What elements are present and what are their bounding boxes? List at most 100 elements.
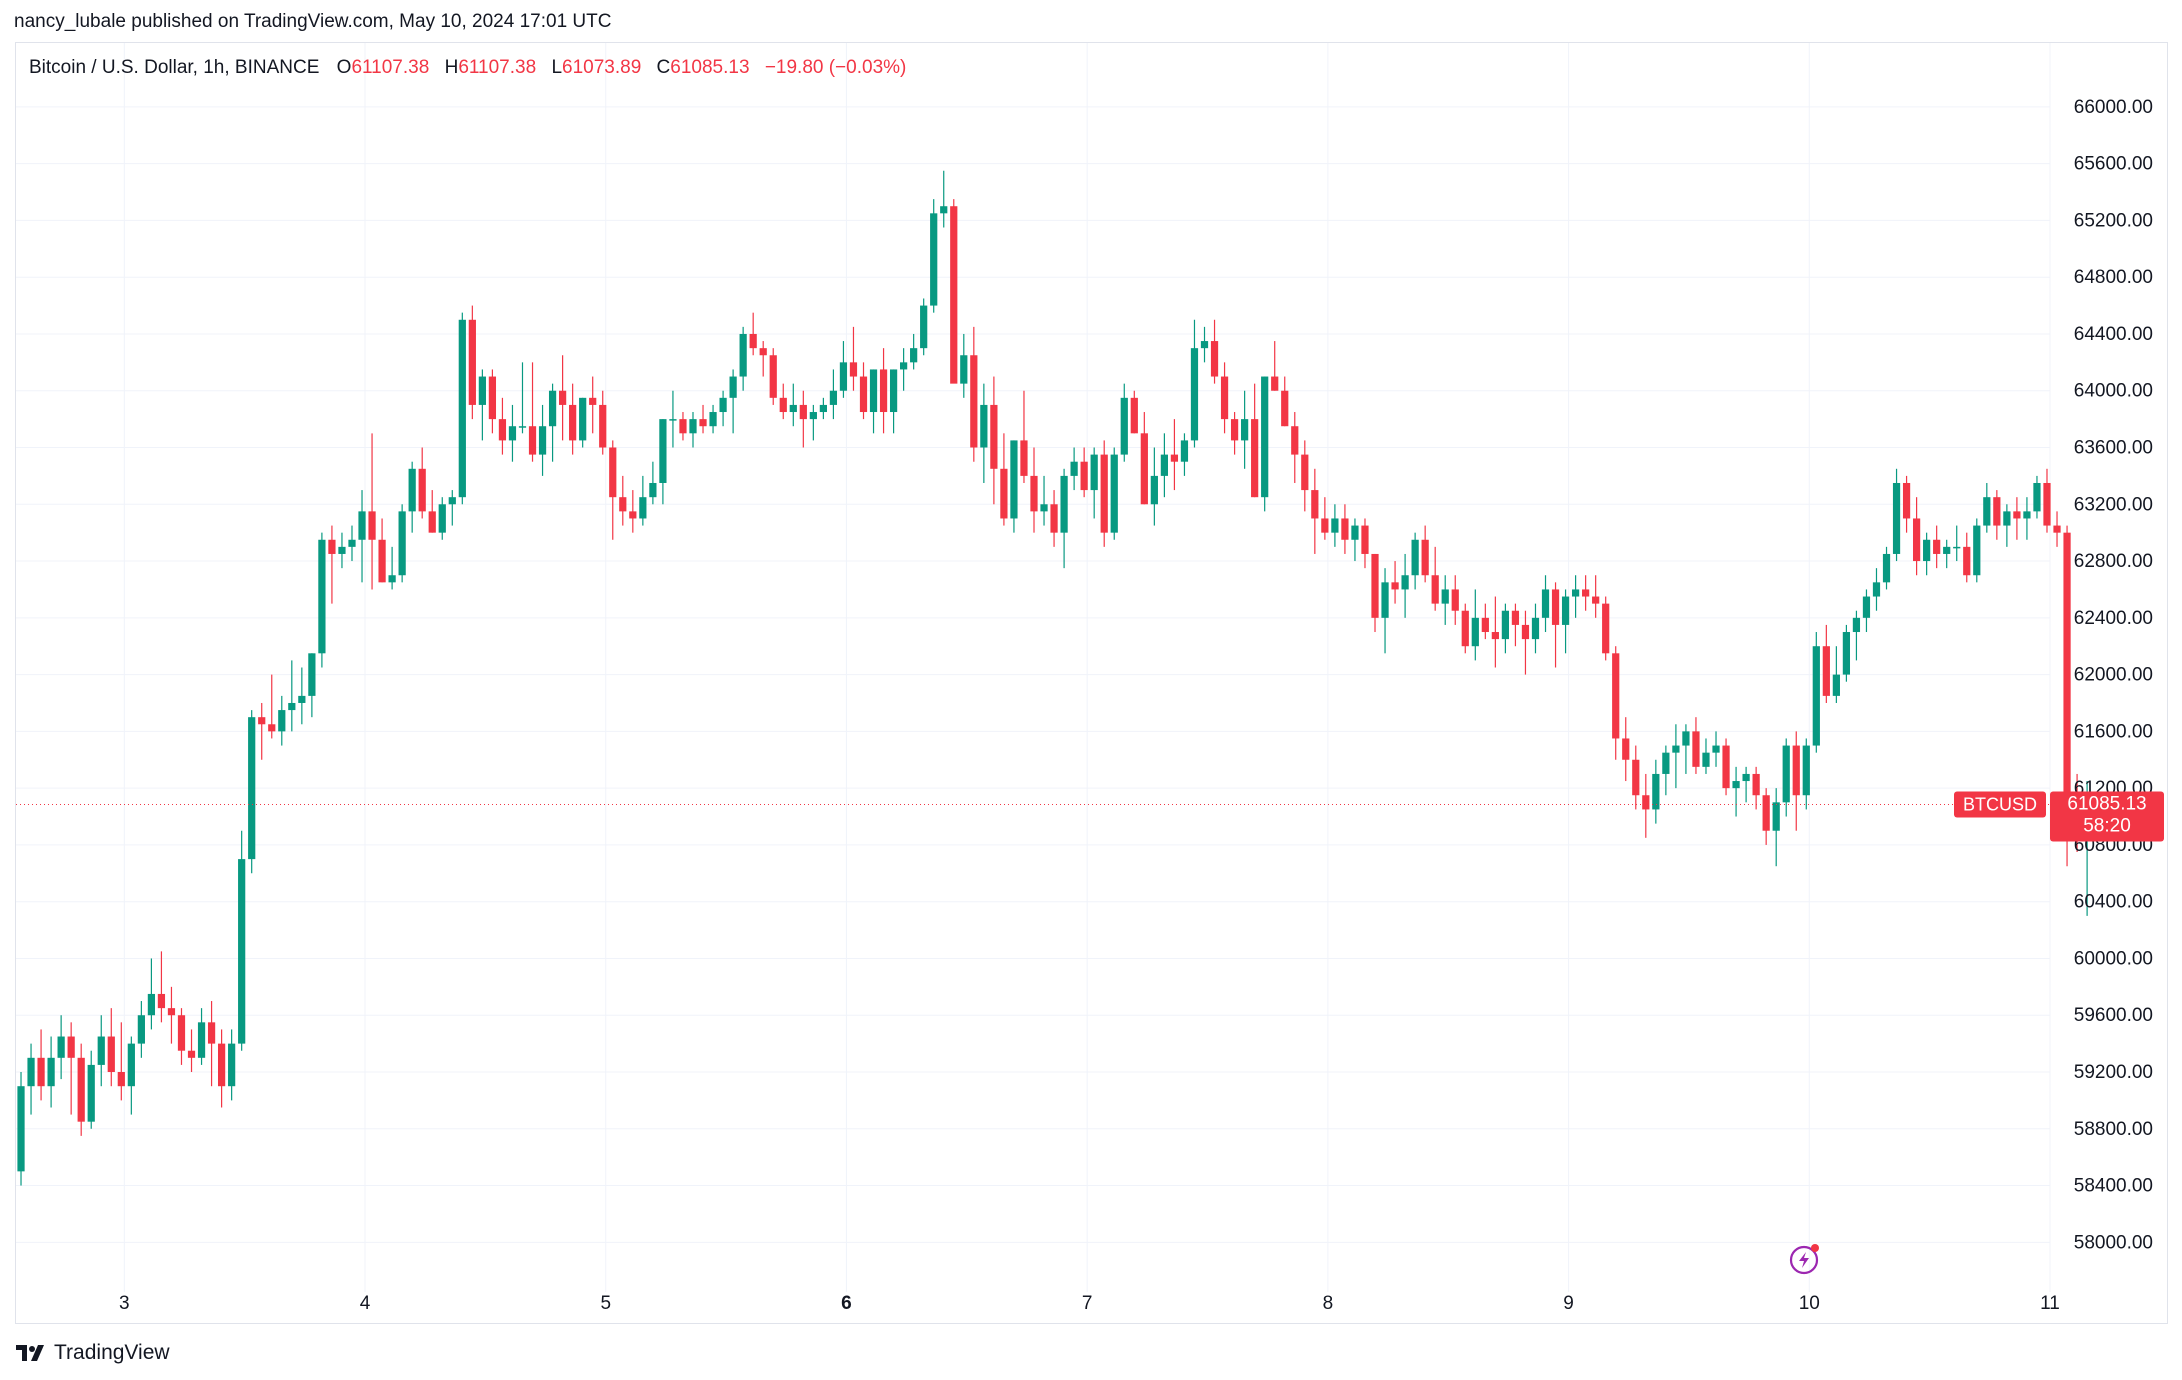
candle[interactable] bbox=[1892, 468, 1901, 562]
candle[interactable] bbox=[889, 369, 898, 434]
candle[interactable] bbox=[1160, 433, 1168, 498]
candle[interactable] bbox=[288, 660, 296, 732]
candle[interactable] bbox=[478, 369, 486, 441]
candle[interactable] bbox=[709, 404, 717, 434]
candle[interactable] bbox=[1752, 766, 1760, 810]
candle[interactable] bbox=[829, 369, 838, 420]
candle[interactable] bbox=[1662, 745, 1670, 796]
candle[interactable] bbox=[368, 433, 376, 590]
candle[interactable] bbox=[87, 1050, 95, 1129]
candle[interactable] bbox=[1551, 582, 1560, 668]
candle[interactable] bbox=[137, 1001, 145, 1058]
candle[interactable] bbox=[649, 461, 657, 505]
candle[interactable] bbox=[1923, 532, 1931, 576]
candle[interactable] bbox=[1180, 433, 1189, 476]
candle[interactable] bbox=[348, 525, 356, 562]
candle[interactable] bbox=[157, 951, 166, 1023]
candle[interactable] bbox=[819, 397, 827, 420]
candle[interactable] bbox=[1391, 561, 1399, 604]
candle[interactable] bbox=[498, 397, 507, 455]
candle[interactable] bbox=[1110, 447, 1118, 540]
candle[interactable] bbox=[779, 383, 787, 420]
candle[interactable] bbox=[438, 497, 446, 540]
candle[interactable] bbox=[1341, 504, 1349, 554]
candle[interactable] bbox=[1842, 624, 1851, 682]
candle[interactable] bbox=[1973, 518, 1981, 583]
candle[interactable] bbox=[278, 695, 286, 746]
candle[interactable] bbox=[428, 490, 436, 533]
candle[interactable] bbox=[1140, 412, 1148, 505]
candle[interactable] bbox=[228, 1029, 236, 1101]
candle[interactable] bbox=[1602, 596, 1610, 661]
candle[interactable] bbox=[458, 312, 466, 505]
candle[interactable] bbox=[1812, 632, 1820, 753]
candle[interactable] bbox=[729, 369, 737, 434]
candle[interactable] bbox=[1692, 717, 1700, 774]
candle[interactable] bbox=[599, 390, 607, 455]
candle[interactable] bbox=[1451, 575, 1459, 625]
candle[interactable] bbox=[1251, 383, 1259, 498]
candle[interactable] bbox=[1993, 490, 2001, 540]
candle[interactable] bbox=[930, 199, 938, 313]
candle[interactable] bbox=[1862, 589, 1871, 633]
candle[interactable] bbox=[1100, 440, 1108, 547]
candle[interactable] bbox=[17, 1072, 25, 1186]
candle[interactable] bbox=[920, 298, 928, 356]
candle[interactable] bbox=[1802, 738, 1810, 810]
candle[interactable] bbox=[1963, 532, 1971, 583]
candle[interactable] bbox=[1953, 525, 1961, 562]
candle[interactable] bbox=[559, 355, 567, 441]
candle[interactable] bbox=[468, 305, 476, 420]
candle[interactable] bbox=[589, 376, 597, 434]
candle[interactable] bbox=[2023, 497, 2031, 540]
candle[interactable] bbox=[27, 1043, 35, 1115]
candle[interactable] bbox=[1912, 497, 1921, 576]
candle[interactable] bbox=[167, 986, 176, 1044]
candle[interactable] bbox=[147, 958, 156, 1030]
candle[interactable] bbox=[1381, 568, 1389, 654]
candle[interactable] bbox=[187, 1029, 196, 1073]
candle[interactable] bbox=[448, 490, 456, 526]
candle[interactable] bbox=[679, 412, 687, 441]
symbol-title[interactable]: Bitcoin / U.S. Dollar, 1h, BINANCE bbox=[29, 57, 320, 78]
candle[interactable] bbox=[1983, 482, 1991, 533]
candle[interactable] bbox=[1501, 603, 1510, 654]
lightning-icon[interactable] bbox=[1789, 1243, 1821, 1275]
candle[interactable] bbox=[1020, 390, 1028, 483]
candle[interactable] bbox=[879, 348, 888, 434]
candle[interactable] bbox=[1612, 646, 1620, 760]
candle[interactable] bbox=[1090, 447, 1098, 519]
candle[interactable] bbox=[1521, 610, 1530, 675]
candle[interactable] bbox=[1441, 575, 1449, 625]
candle[interactable] bbox=[1672, 724, 1680, 789]
candle[interactable] bbox=[1060, 468, 1068, 569]
candle[interactable] bbox=[1702, 738, 1710, 774]
candle[interactable] bbox=[719, 390, 727, 427]
candle[interactable] bbox=[1511, 603, 1520, 647]
candle[interactable] bbox=[67, 1022, 75, 1115]
candle[interactable] bbox=[1170, 419, 1179, 491]
candle[interactable] bbox=[508, 404, 517, 462]
candle[interactable] bbox=[177, 1008, 186, 1065]
candle[interactable] bbox=[207, 1001, 216, 1087]
candle[interactable] bbox=[298, 667, 306, 725]
candle[interactable] bbox=[1321, 497, 1329, 540]
candle[interactable] bbox=[1241, 390, 1249, 469]
candle[interactable] bbox=[1872, 568, 1881, 611]
candle[interactable] bbox=[378, 518, 386, 583]
candle[interactable] bbox=[960, 333, 968, 398]
candle[interactable] bbox=[1130, 390, 1138, 434]
candle[interactable] bbox=[1772, 788, 1780, 867]
candle[interactable] bbox=[358, 490, 366, 583]
candle[interactable] bbox=[689, 412, 697, 448]
candle[interactable] bbox=[1792, 731, 1800, 831]
candle[interactable] bbox=[839, 341, 848, 398]
candle[interactable] bbox=[248, 710, 256, 874]
candle[interactable] bbox=[548, 383, 557, 462]
candle[interactable] bbox=[418, 447, 426, 519]
candle[interactable] bbox=[338, 532, 346, 569]
candle[interactable] bbox=[749, 312, 757, 356]
candle[interactable] bbox=[1291, 412, 1299, 483]
candle[interactable] bbox=[1190, 319, 1199, 448]
